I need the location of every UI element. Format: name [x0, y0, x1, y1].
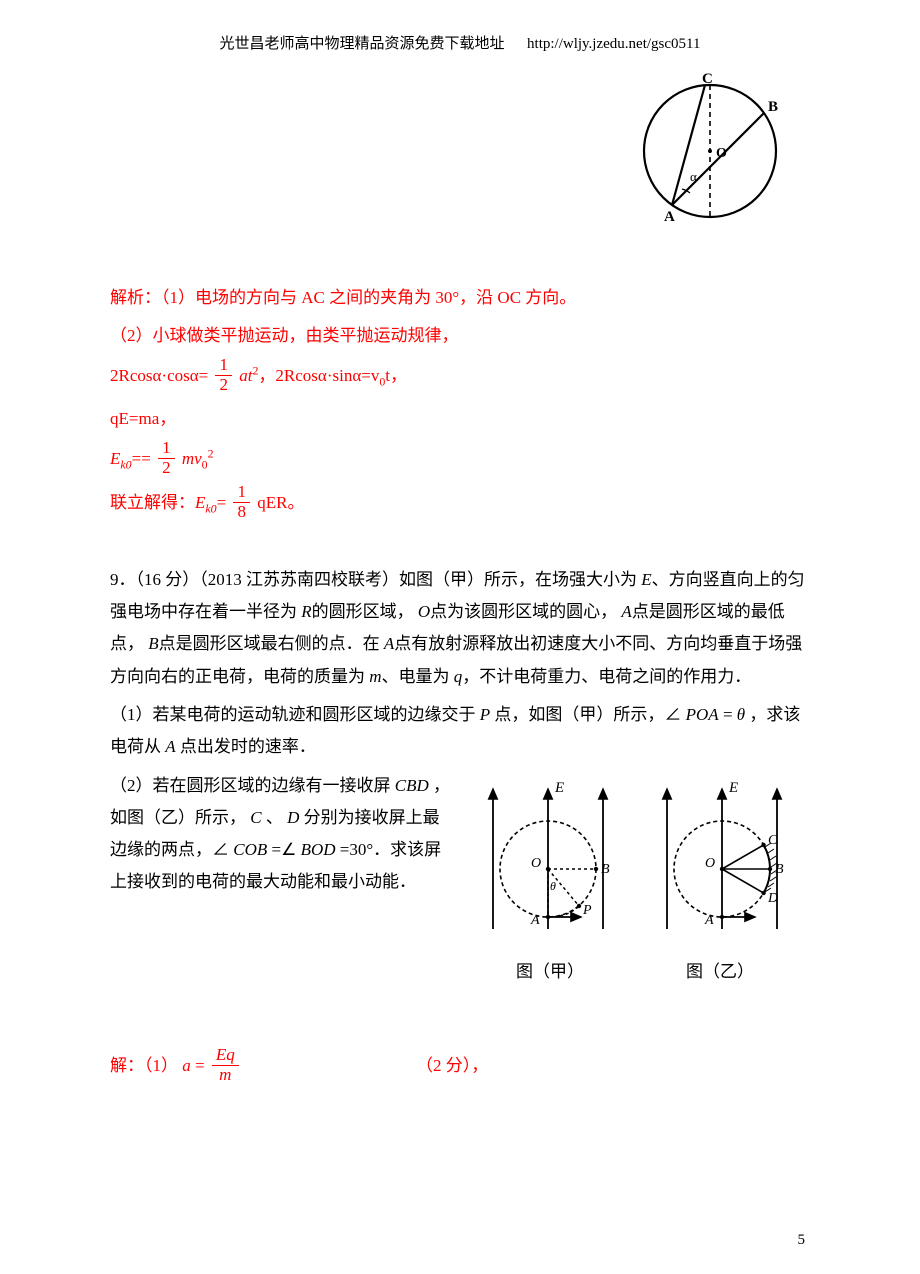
t: at	[239, 366, 252, 385]
svg-text:E: E	[554, 780, 564, 796]
t: CBD	[395, 776, 429, 795]
t: A	[165, 737, 175, 756]
svg-text:C: C	[702, 71, 713, 87]
t: t，	[385, 366, 407, 385]
t: E	[110, 449, 120, 468]
t: k0	[205, 502, 216, 516]
svg-text:B: B	[768, 99, 778, 115]
sol8-line2: （2）小球做类平抛运动，由类平抛运动规律，	[110, 320, 810, 352]
svg-text:A: A	[664, 209, 675, 225]
t: =	[217, 494, 227, 513]
t: R	[301, 602, 311, 621]
svg-text:θ: θ	[550, 879, 556, 893]
svg-text:C: C	[768, 833, 778, 848]
t: 点，如图（甲）所示，∠	[494, 705, 681, 724]
t: O	[418, 602, 430, 621]
t: 联立解得：	[110, 494, 195, 513]
question-9: 9．（16 分）（2013 江苏苏南四校联考）如图（甲）所示，在场强大小为 E 、…	[110, 564, 810, 1086]
figure-yi: E O B C D	[637, 774, 807, 954]
t: 点为该圆形区域的圆心，	[430, 602, 617, 621]
t: mv	[182, 449, 202, 468]
t: θ	[737, 705, 745, 724]
sol8-eq1: 2Rcosα·cosα= 12 at2，2Rcosα·sinα=v0t，	[110, 358, 810, 396]
t: 、电量为	[382, 667, 450, 686]
t: qER。	[257, 494, 304, 513]
t: ，不计电荷重力、电荷之间的作用力．	[462, 667, 751, 686]
svg-text:O: O	[705, 856, 715, 871]
fig-jia-label: 图（甲）	[465, 956, 635, 988]
t: q	[454, 667, 463, 686]
t: 、	[266, 808, 283, 827]
solution-8: 解析：（1）电场的方向与 AC 之间的夹角为 30°，沿 OC 方向。 （2）小…	[110, 282, 810, 524]
t: E	[641, 570, 651, 589]
t: 9．（16 分）（2013 江苏苏南四校联考）如图（甲）所示，在场强大小为	[110, 570, 637, 589]
t: =	[723, 705, 733, 724]
q9-figures: E O B A P θ	[460, 774, 810, 988]
t: E	[195, 494, 205, 513]
svg-text:D: D	[767, 891, 778, 906]
frac-half-2: 12	[158, 439, 175, 477]
frac-half-1: 12	[215, 356, 232, 394]
sol8-line1: 解析：（1）电场的方向与 AC 之间的夹角为 30°，沿 OC 方向。	[110, 282, 810, 314]
page-number: 5	[798, 1226, 806, 1255]
t: =∠	[272, 840, 297, 859]
t: a	[182, 1056, 191, 1075]
figure-jia: E O B A P θ	[463, 774, 633, 954]
figure-circle-abc: α A B C O	[110, 71, 792, 242]
header-url[interactable]: http://wljy.jzedu.net/gsc0511	[527, 36, 700, 52]
sol8-line6: 联立解得：Ek0= 18 qER。	[110, 485, 810, 523]
t: 2	[208, 447, 214, 461]
page-header: 光世昌老师高中物理精品资源免费下载地址 http://wljy.jzedu.ne…	[110, 30, 810, 59]
t: P	[480, 705, 490, 724]
frac-eighth: 18	[233, 483, 250, 521]
t: ，2Rcosα·sinα=v	[258, 366, 379, 385]
sol8-line4: qE=ma，	[110, 403, 810, 435]
t: D	[287, 808, 299, 827]
solution-9-line1: 解：（1） a = Eqm （2 分），	[110, 1048, 810, 1086]
header-text: 光世昌老师高中物理精品资源免费下载地址	[220, 36, 505, 52]
t: k0	[120, 458, 131, 472]
sol8-line5: Ek0== 12 mv02	[110, 441, 810, 479]
fig-yi-label: 图（乙）	[635, 956, 805, 988]
q9-stem: 9．（16 分）（2013 江苏苏南四校联考）如图（甲）所示，在场强大小为 E 、…	[110, 564, 810, 693]
t: m	[369, 667, 381, 686]
t: POA	[686, 705, 719, 724]
svg-text:A: A	[704, 913, 714, 928]
svg-text:O: O	[716, 146, 727, 161]
t: 的圆形区域，	[312, 602, 414, 621]
t: 点是圆形区域最右侧的点．在	[159, 634, 380, 653]
t: C	[250, 808, 261, 827]
frac-eq-over-m: Eqm	[212, 1046, 239, 1084]
t: （1）若某电荷的运动轨迹和圆形区域的边缘交于	[110, 705, 476, 724]
svg-text:A: A	[530, 913, 540, 928]
t: 解：（1）	[110, 1056, 178, 1075]
svg-text:E: E	[728, 780, 738, 796]
t: COB	[233, 840, 267, 859]
t: A	[621, 602, 631, 621]
t: （2）若在圆形区域的边缘有一接收屏	[110, 776, 391, 795]
t: B	[148, 634, 158, 653]
svg-text:B: B	[601, 862, 610, 877]
t: A	[384, 634, 394, 653]
points-label: （2 分），	[416, 1050, 488, 1082]
t: ==	[132, 449, 151, 468]
t: BOD	[301, 840, 336, 859]
t: 点出发时的速率．	[180, 737, 316, 756]
q9-part1: （1）若某电荷的运动轨迹和圆形区域的边缘交于 P 点，如图（甲）所示，∠ POA…	[110, 699, 810, 764]
t: =	[195, 1056, 209, 1075]
svg-text:O: O	[531, 856, 541, 871]
svg-text:α: α	[690, 169, 697, 184]
t: 2Rcosα·cosα=	[110, 366, 208, 385]
svg-text:P: P	[582, 903, 592, 918]
svg-text:B: B	[775, 862, 784, 877]
